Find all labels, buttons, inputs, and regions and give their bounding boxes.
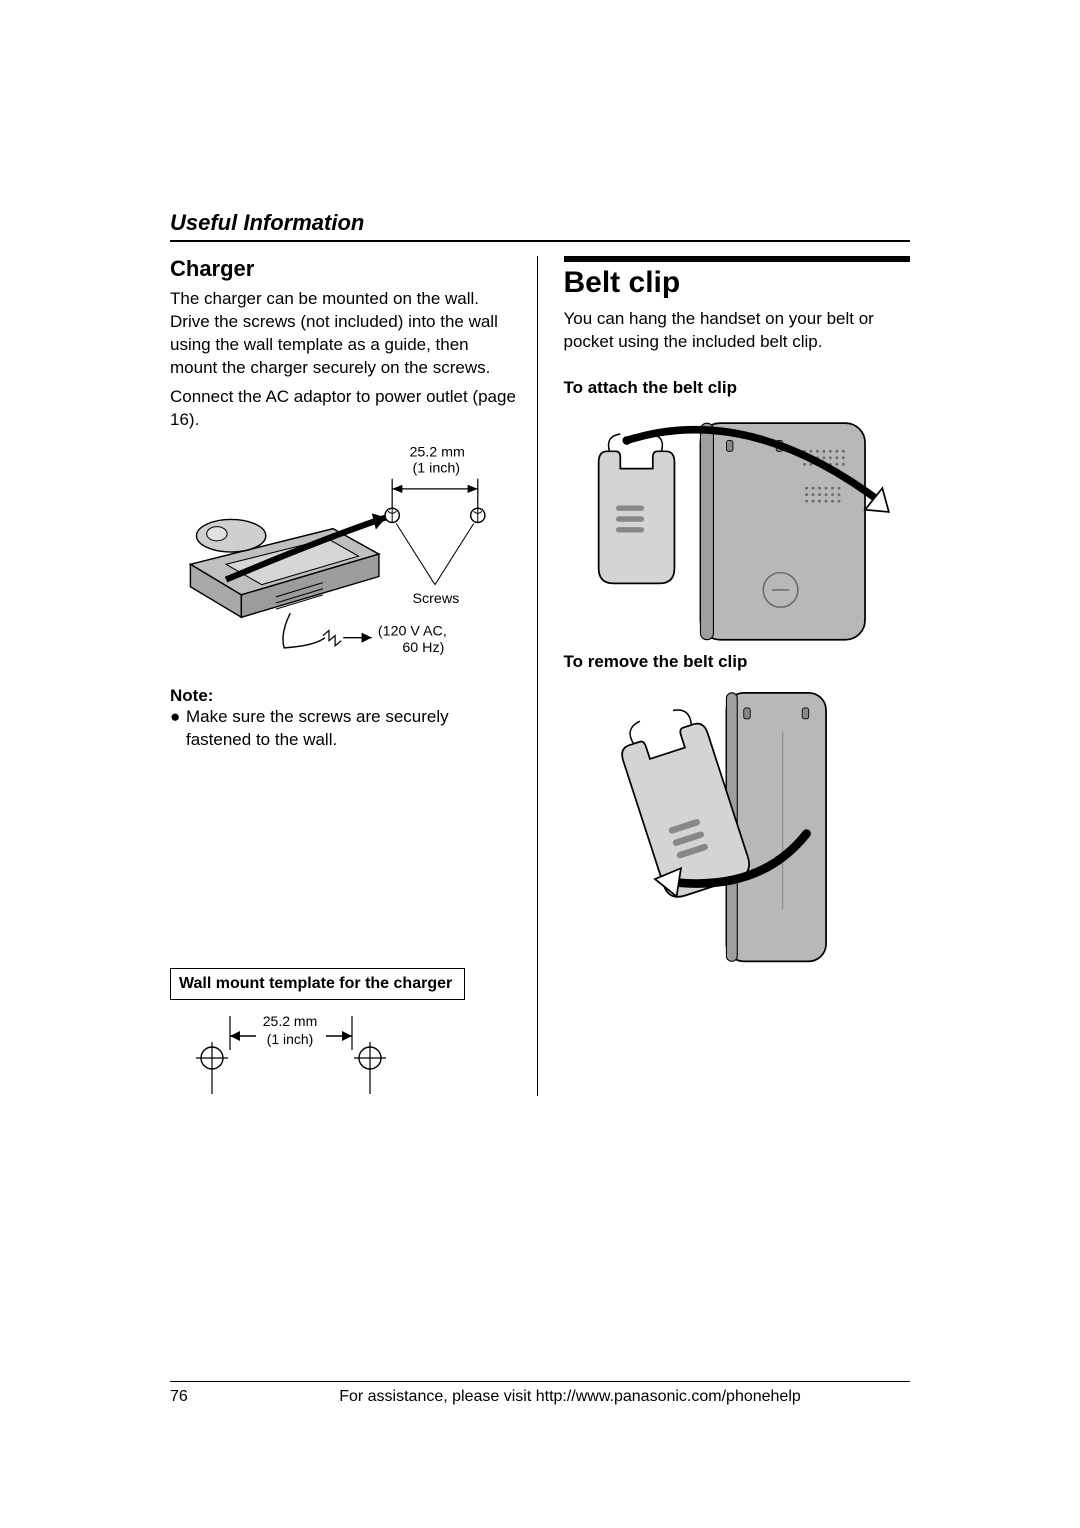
charger-base-icon — [190, 519, 379, 617]
belt-clip-heading-block: Belt clip — [564, 256, 911, 300]
charger-heading: Charger — [170, 256, 517, 282]
template-title: Wall mount template for the charger — [170, 968, 465, 1000]
right-column: Belt clip You can hang the handset on yo… — [564, 256, 911, 1096]
handset-back-icon — [700, 423, 865, 640]
spacing-mm-label: 25.2 mm — [409, 444, 464, 460]
remove-heading: To remove the belt clip — [564, 652, 911, 672]
page-footer: 76 For assistance, please visit http://w… — [170, 1381, 910, 1406]
belt-clip-heading: Belt clip — [564, 266, 911, 300]
template-diagram-svg: 25.2 mm (1 inch) — [170, 1006, 465, 1096]
footer-assistance-text: For assistance, please visit http://www.… — [230, 1388, 910, 1406]
attach-heading: To attach the belt clip — [564, 378, 911, 398]
screw-icon — [471, 508, 485, 522]
section-header: Useful Information — [170, 210, 910, 242]
two-column-layout: Charger The charger can be mounted on th… — [170, 256, 910, 1096]
note-bullet-text: Make sure the screws are securely fasten… — [186, 706, 517, 752]
remove-diagram — [564, 682, 911, 964]
left-column: Charger The charger can be mounted on th… — [170, 256, 538, 1096]
crosshair-icon — [354, 1042, 386, 1094]
bullet-icon: ● — [170, 706, 186, 752]
charger-diagram: 25.2 mm (1 inch) — [170, 442, 517, 676]
charger-diagram-svg: 25.2 mm (1 inch) — [170, 442, 517, 676]
power-label-2: 60 Hz) — [402, 640, 444, 656]
handset-back-icon — [726, 693, 826, 962]
note-label: Note: — [170, 686, 517, 706]
template-mm-label: 25.2 mm — [263, 1013, 317, 1029]
spacing-in-label: (1 inch) — [413, 460, 461, 476]
screw-icon — [385, 508, 399, 522]
manual-page: Useful Information Charger The charger c… — [0, 0, 1080, 1528]
charger-paragraph-1: The charger can be mounted on the wall. … — [170, 288, 517, 380]
attach-diagram-svg — [564, 408, 911, 646]
belt-clip-intro: You can hang the handset on your belt or… — [564, 308, 911, 354]
template-in-label: (1 inch) — [267, 1031, 314, 1047]
page-number: 76 — [170, 1388, 230, 1406]
power-label-1: (120 V AC, — [378, 623, 447, 639]
attach-diagram — [564, 408, 911, 646]
screws-label: Screws — [413, 591, 460, 607]
belt-clip-icon — [598, 434, 674, 583]
note-bullet: ● Make sure the screws are securely fast… — [170, 706, 517, 752]
wall-mount-template: Wall mount template for the charger 25.2… — [170, 968, 465, 1096]
remove-diagram-svg — [564, 682, 911, 964]
crosshair-icon — [196, 1042, 228, 1094]
charger-paragraph-2: Connect the AC adaptor to power outlet (… — [170, 386, 517, 432]
